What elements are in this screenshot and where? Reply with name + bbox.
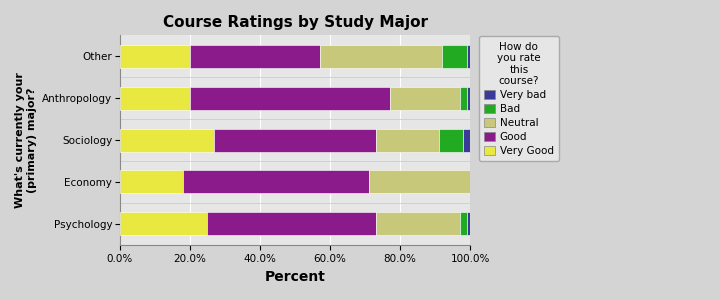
Bar [190,45,320,68]
Bar [463,129,470,152]
Bar [190,87,390,110]
Bar [369,170,470,193]
Bar [215,129,376,152]
X-axis label: Percent: Percent [265,270,325,284]
Bar [207,212,376,235]
Bar [438,129,463,152]
Y-axis label: What's currently your
(primary) major?: What's currently your (primary) major? [15,72,37,208]
Bar [183,170,369,193]
Title: Course Ratings by Study Major: Course Ratings by Study Major [163,15,428,30]
Bar [120,129,215,152]
Bar [467,45,470,68]
Bar [120,45,190,68]
Bar [376,212,459,235]
Bar [376,129,438,152]
Bar [467,87,470,110]
Bar [120,212,207,235]
Bar [459,212,467,235]
Bar [120,170,183,193]
Bar [459,87,467,110]
Legend: Very bad, Bad, Neutral, Good, Very Good: Very bad, Bad, Neutral, Good, Very Good [479,36,559,161]
Bar [442,45,467,68]
Bar [390,87,459,110]
Bar [467,212,470,235]
Bar [320,45,442,68]
Bar [120,87,190,110]
